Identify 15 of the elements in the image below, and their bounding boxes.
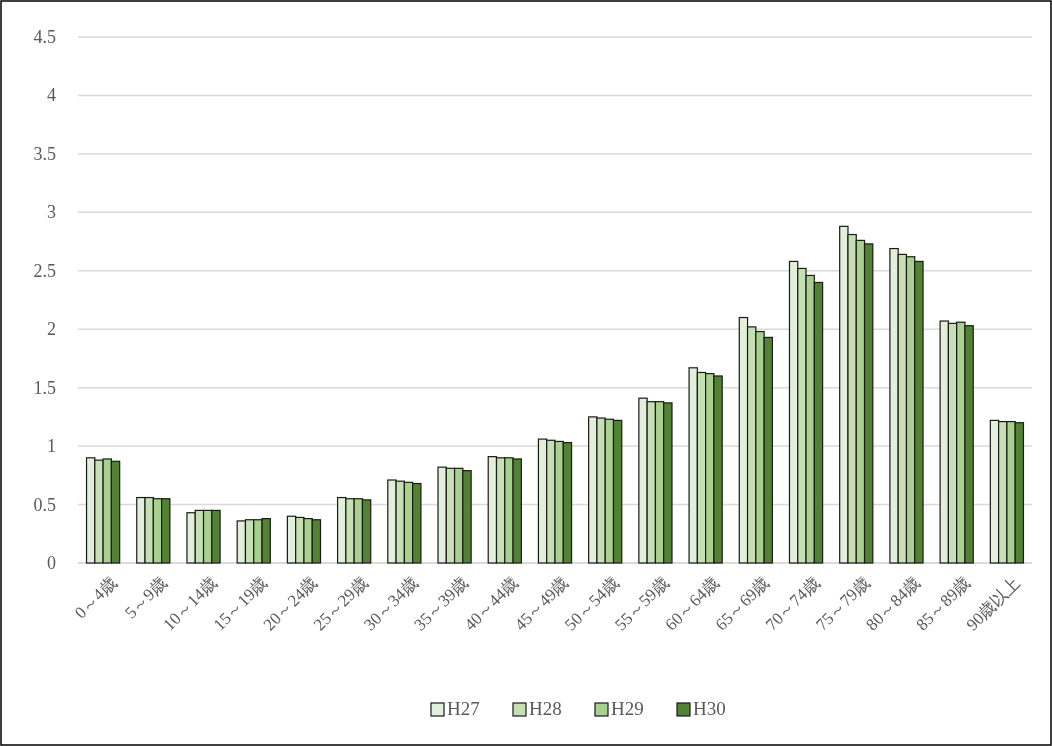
y-tick-label: 2.5	[33, 260, 56, 281]
y-tick-label: 1.5	[33, 377, 56, 398]
y-tick-label: 3	[47, 202, 56, 223]
legend-label: H28	[529, 698, 562, 719]
y-tick-label: 0	[47, 553, 56, 573]
y-tick-label: 0.5	[33, 494, 56, 515]
y-tick-label: 2	[47, 319, 56, 340]
y-tick-label: 4.5	[33, 27, 56, 47]
legend-label: H27	[447, 698, 480, 719]
y-tick-label: 3.5	[33, 143, 56, 164]
y-tick-label: 4	[47, 85, 56, 106]
y-tick-label: 1	[47, 436, 56, 457]
x-tick-label: 0～4歳	[70, 572, 121, 623]
legend-label: H29	[611, 698, 644, 719]
legend-label: H30	[693, 698, 726, 719]
